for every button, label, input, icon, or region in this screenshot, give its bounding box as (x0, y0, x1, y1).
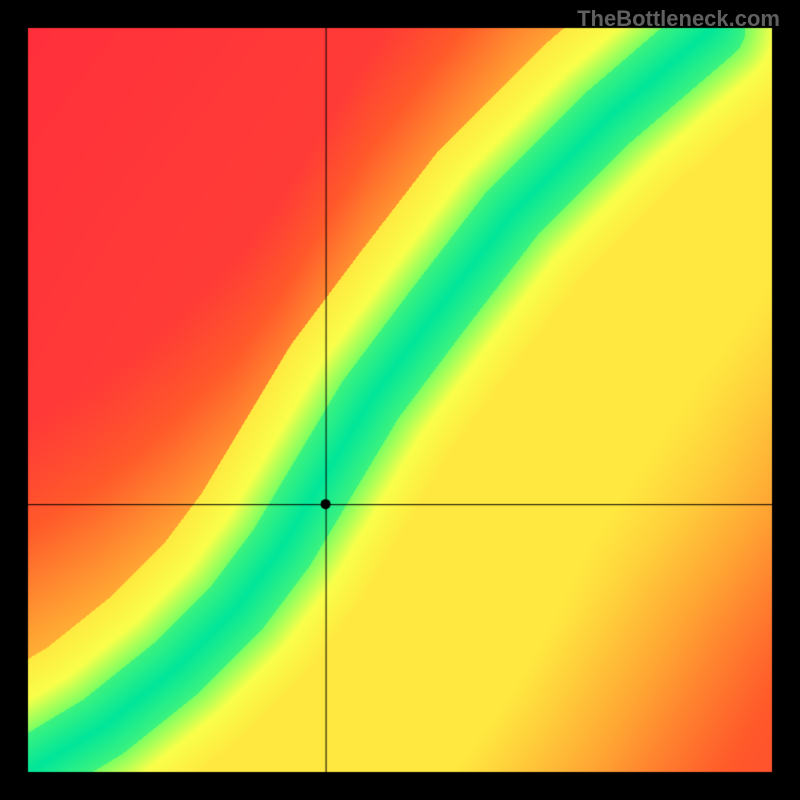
chart-container: TheBottleneck.com (0, 0, 800, 800)
heatmap-canvas (0, 0, 800, 800)
watermark-text: TheBottleneck.com (577, 6, 780, 32)
